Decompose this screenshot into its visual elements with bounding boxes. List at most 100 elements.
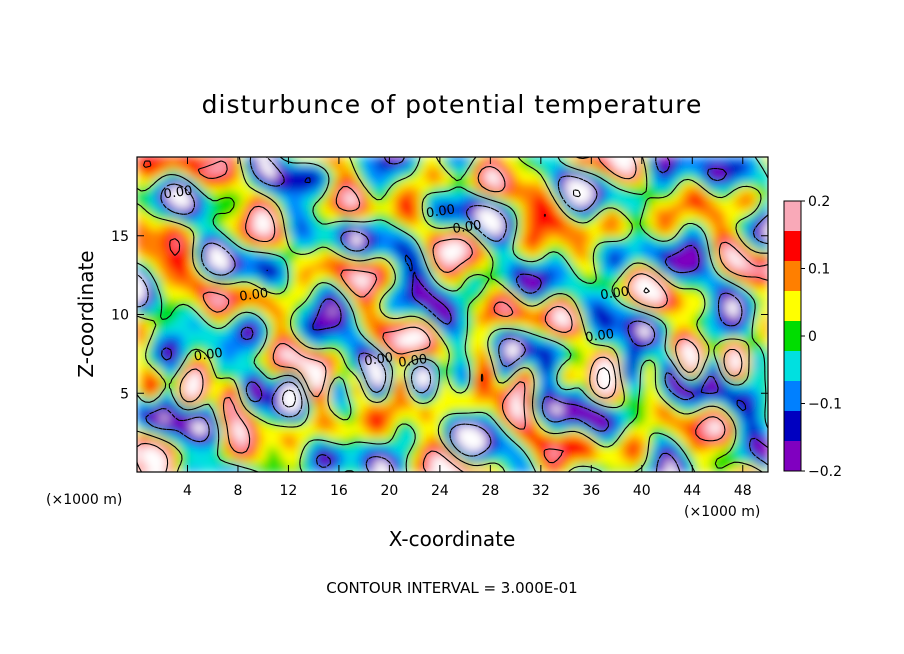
field-cell xyxy=(254,388,260,393)
field-cell xyxy=(671,425,677,431)
field-cell xyxy=(271,421,277,427)
field-cell xyxy=(275,409,281,414)
field-cell xyxy=(641,333,647,339)
field-cell xyxy=(162,371,168,376)
field-cell xyxy=(431,446,437,452)
field-cell xyxy=(296,417,302,423)
field-cell xyxy=(364,442,369,448)
field-cell xyxy=(561,451,567,456)
field-cell xyxy=(561,383,567,389)
field-cell xyxy=(313,341,319,347)
field-cell xyxy=(738,455,744,460)
field-cell xyxy=(490,463,496,469)
field-cell xyxy=(465,341,470,347)
field-cell xyxy=(263,438,269,444)
field-cell xyxy=(574,413,580,418)
field-cell xyxy=(380,417,386,423)
field-cell xyxy=(494,367,500,372)
field-cell xyxy=(452,375,458,381)
field-cell xyxy=(221,341,226,347)
field-cell xyxy=(385,467,390,472)
field-cell xyxy=(187,438,193,444)
field-cell xyxy=(343,409,348,414)
field-cell xyxy=(469,413,475,418)
field-cell xyxy=(237,354,243,360)
field-cell xyxy=(763,438,768,444)
field-cell xyxy=(502,442,508,448)
field-cell xyxy=(675,404,681,410)
field-cell xyxy=(368,383,374,389)
field-cell xyxy=(393,425,399,431)
field-cell xyxy=(688,350,693,355)
field-cell xyxy=(759,375,765,381)
field-cell xyxy=(646,383,651,389)
field-cell xyxy=(221,354,226,360)
field-cell xyxy=(305,417,311,423)
field-cell xyxy=(561,392,567,397)
field-cell xyxy=(179,358,184,364)
field-cell xyxy=(284,459,290,465)
field-cell xyxy=(170,446,176,452)
field-cell xyxy=(200,434,205,439)
field-cell xyxy=(292,430,298,435)
field-cell xyxy=(162,434,168,439)
field-cell xyxy=(237,375,243,381)
field-cell xyxy=(599,371,605,376)
field-cell xyxy=(658,388,664,393)
field-cell xyxy=(620,413,626,418)
field-cell xyxy=(570,337,576,343)
field-cell xyxy=(746,337,752,343)
field-cell xyxy=(637,459,643,465)
field-cell xyxy=(250,404,256,410)
field-cell xyxy=(725,362,731,368)
field-cell xyxy=(254,329,260,334)
field-cell xyxy=(465,379,470,385)
field-cell xyxy=(309,337,315,343)
field-cell xyxy=(721,446,727,452)
field-cell xyxy=(498,354,504,360)
field-cell xyxy=(292,379,298,385)
field-cell xyxy=(654,383,660,389)
field-cell xyxy=(153,388,159,393)
field-cell xyxy=(288,421,294,427)
field-cell xyxy=(620,417,626,423)
field-cell xyxy=(258,396,264,402)
field-cell xyxy=(629,446,634,452)
field-cell xyxy=(414,413,420,418)
field-cell xyxy=(187,392,193,397)
field-cell xyxy=(730,341,735,347)
field-cell xyxy=(359,358,365,364)
field-cell xyxy=(414,337,420,343)
field-cell xyxy=(439,404,445,410)
field-cell xyxy=(237,388,243,393)
field-cell xyxy=(204,417,210,423)
field-cell xyxy=(574,404,580,410)
field-cell xyxy=(406,438,412,444)
field-cell xyxy=(658,350,664,355)
field-cell xyxy=(608,446,613,452)
field-cell xyxy=(444,442,449,448)
field-cell xyxy=(646,354,651,360)
field-cell xyxy=(490,455,496,460)
field-cell xyxy=(284,392,290,397)
field-cell xyxy=(439,354,445,360)
field-cell xyxy=(486,392,491,397)
field-cell xyxy=(570,404,576,410)
field-cell xyxy=(212,396,218,402)
field-cell xyxy=(376,463,382,469)
field-cell xyxy=(633,455,639,460)
field-cell xyxy=(263,467,269,472)
field-cell xyxy=(301,350,306,355)
field-cell xyxy=(427,388,433,393)
field-cell xyxy=(704,383,710,389)
field-cell xyxy=(608,455,613,460)
field-cell xyxy=(734,438,740,444)
field-cell xyxy=(452,404,458,410)
field-cell xyxy=(549,430,555,435)
field-cell xyxy=(540,430,546,435)
field-cell xyxy=(578,430,584,435)
field-cell xyxy=(742,446,748,452)
field-cell xyxy=(519,375,525,381)
field-cell xyxy=(742,400,748,406)
field-cell xyxy=(683,459,689,465)
